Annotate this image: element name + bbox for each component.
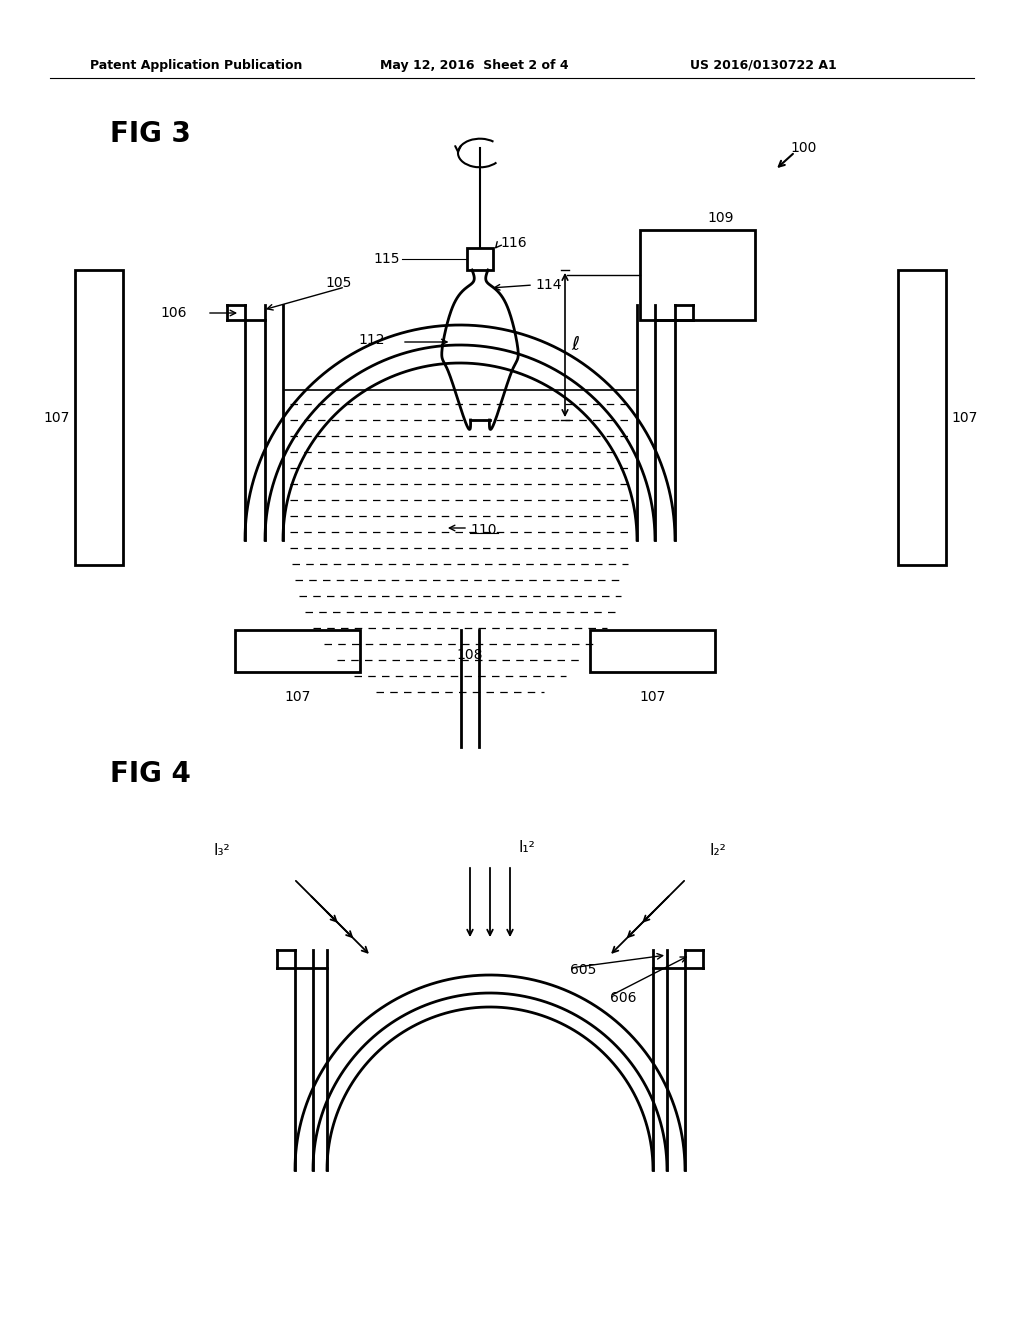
Text: 109: 109 [708, 211, 734, 224]
Text: 105: 105 [325, 276, 351, 290]
Text: I₂²: I₂² [710, 843, 726, 858]
Text: 605: 605 [570, 964, 596, 977]
Text: I₃²: I₃² [213, 843, 230, 858]
Text: 606: 606 [610, 991, 637, 1005]
Bar [640, 230, 755, 319]
Text: 107: 107 [951, 411, 977, 425]
Text: ℓ: ℓ [571, 335, 579, 355]
Text: I₁²: I₁² [518, 840, 535, 855]
Text: US 2016/0130722 A1: US 2016/0130722 A1 [690, 58, 837, 71]
Text: 116: 116 [500, 236, 526, 249]
Text: 108: 108 [457, 648, 483, 663]
Bar [75, 271, 123, 565]
Text: May 12, 2016  Sheet 2 of 4: May 12, 2016 Sheet 2 of 4 [380, 58, 568, 71]
Text: FIG 3: FIG 3 [110, 120, 190, 148]
Bar [590, 630, 715, 672]
Text: 107: 107 [639, 690, 666, 704]
Text: 107: 107 [44, 411, 70, 425]
Text: FIG 4: FIG 4 [110, 760, 190, 788]
Text: 112: 112 [358, 333, 385, 347]
Bar [234, 630, 360, 672]
Text: 115: 115 [374, 252, 400, 267]
Bar [467, 248, 493, 271]
Text: 114: 114 [535, 279, 561, 292]
Text: 110: 110 [470, 523, 497, 537]
Text: 106: 106 [161, 306, 187, 319]
Text: 107: 107 [285, 690, 310, 704]
Bar [898, 271, 946, 565]
Text: Patent Application Publication: Patent Application Publication [90, 58, 302, 71]
Text: 100: 100 [790, 141, 816, 154]
